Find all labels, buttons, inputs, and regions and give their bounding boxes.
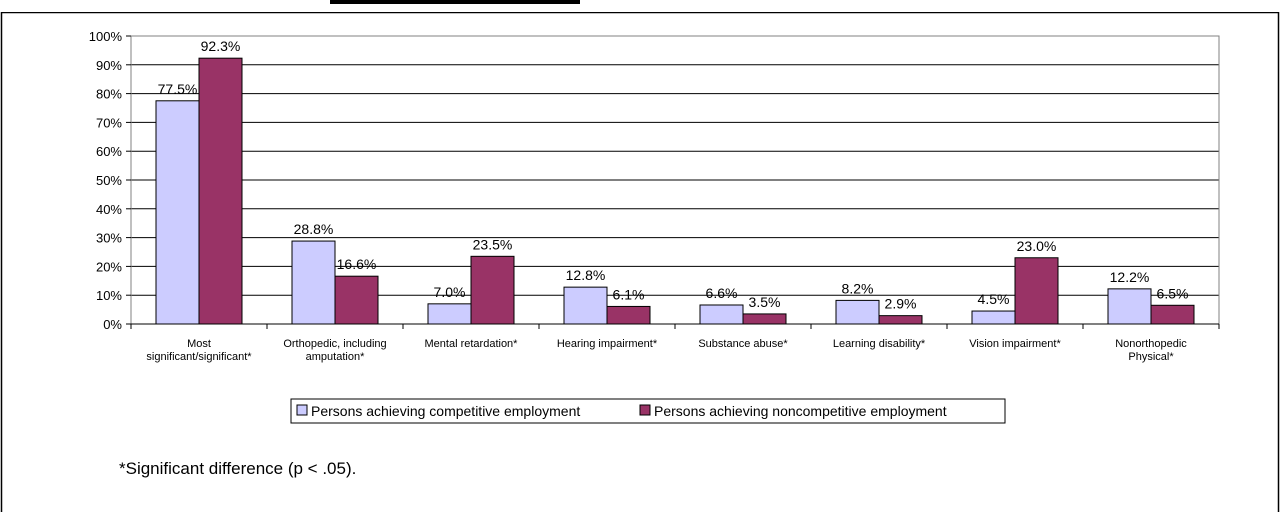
bar-value-label: 12.8% bbox=[566, 267, 606, 283]
y-tick-label: 100% bbox=[89, 29, 123, 44]
bar-value-label: 8.2% bbox=[842, 280, 874, 296]
bar bbox=[563, 286, 608, 325]
bar bbox=[878, 315, 923, 325]
bar bbox=[606, 305, 651, 325]
bar-value-label: 28.8% bbox=[294, 221, 334, 237]
bar bbox=[427, 303, 472, 325]
x-tick-label: Hearing impairment* bbox=[557, 338, 658, 350]
legend-label: Persons achieving noncompetitive employm… bbox=[654, 403, 947, 419]
legend-label: Persons achieving competitive employment bbox=[311, 403, 580, 419]
bar-value-label: 16.6% bbox=[337, 256, 377, 272]
y-tick-label: 50% bbox=[96, 173, 122, 188]
bar-value-label: 6.6% bbox=[706, 285, 738, 301]
bar bbox=[1014, 257, 1059, 325]
bar-value-label: 4.5% bbox=[978, 291, 1010, 307]
footnote: *Significant difference (p < .05). bbox=[119, 459, 357, 478]
x-tick-label: Orthopedic, including amputation* bbox=[283, 338, 386, 363]
x-tick-label: Mental retardation* bbox=[425, 338, 519, 350]
y-tick-label: 0% bbox=[103, 317, 122, 332]
legend-box bbox=[290, 398, 1006, 424]
y-tick-label: 90% bbox=[96, 58, 122, 73]
x-tick-label: Learning disability* bbox=[833, 338, 926, 350]
y-tick-label: 60% bbox=[96, 144, 122, 159]
data-labels: 77.5% 28.8% 7.0% 12.8% 6.6% 8.2% 4.5% 12.2% 92.3… bbox=[158, 38, 1189, 311]
bar bbox=[334, 275, 379, 325]
y-tick-label: 30% bbox=[96, 231, 122, 246]
bar-value-label: 2.9% bbox=[885, 296, 917, 312]
x-tick-label: Nonorthopedic Physical* bbox=[1115, 338, 1187, 363]
bar-value-label: 6.1% bbox=[613, 286, 645, 302]
bars bbox=[155, 57, 1195, 325]
bar bbox=[291, 240, 336, 325]
bar bbox=[155, 100, 200, 325]
bar bbox=[971, 310, 1016, 325]
bar bbox=[470, 255, 515, 325]
bar bbox=[1107, 288, 1152, 325]
bar-value-label: 3.5% bbox=[749, 294, 781, 310]
y-tick-label: 10% bbox=[96, 288, 122, 303]
bar-value-label: 12.2% bbox=[1110, 269, 1150, 285]
legend-swatch bbox=[296, 404, 308, 416]
x-tick-label: Substance abuse* bbox=[698, 338, 788, 350]
y-tick-label: 20% bbox=[96, 259, 122, 274]
bar-value-label: 23.5% bbox=[473, 236, 513, 252]
y-tick-label: 40% bbox=[96, 202, 122, 217]
x-tick-label: Most significant/significant* bbox=[146, 338, 252, 363]
y-tick-label: 80% bbox=[96, 87, 122, 102]
y-axis: 0% 10% 20% 30% 40% 50% 60% 70% 80% 90% 100% bbox=[89, 29, 131, 332]
bar bbox=[1150, 304, 1195, 325]
bar bbox=[835, 299, 880, 325]
x-axis: Most significant/significant* Orthopedic, … bbox=[130, 323, 1220, 363]
bar-value-label: 23.0% bbox=[1017, 238, 1057, 254]
y-tick-label: 70% bbox=[96, 115, 122, 130]
bar-value-label: 7.0% bbox=[434, 284, 466, 300]
legend-swatch bbox=[639, 404, 651, 416]
bar bbox=[742, 313, 787, 325]
bar-value-label: 77.5% bbox=[158, 81, 198, 97]
bar-value-label: 92.3% bbox=[201, 38, 241, 54]
bar bbox=[198, 57, 243, 325]
legend: Persons achieving competitive employment… bbox=[290, 398, 1006, 424]
x-tick-label: Vision impairment* bbox=[969, 338, 1061, 350]
bar-value-label: 6.5% bbox=[1157, 285, 1189, 301]
bar bbox=[699, 304, 744, 325]
